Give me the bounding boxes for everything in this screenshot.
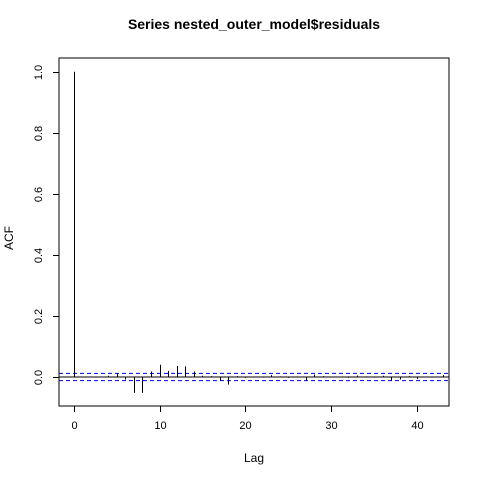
y-axis-label: ACF xyxy=(2,226,16,250)
chart-title: Series nested_outer_model$residuals xyxy=(128,16,380,32)
y-tick-label: 0.2 xyxy=(33,309,45,324)
acf-bars xyxy=(74,71,444,393)
x-tick-label: 40 xyxy=(411,420,423,432)
x-tick-label: 20 xyxy=(239,420,251,432)
plot-frame xyxy=(58,57,450,407)
x-tick-label: 0 xyxy=(71,420,77,432)
y-tick-label: 0.0 xyxy=(33,370,45,385)
confidence-band xyxy=(59,372,449,382)
x-tick-label: 30 xyxy=(325,420,337,432)
y-tick-label: 1.0 xyxy=(33,65,45,80)
y-tick-label: 0.6 xyxy=(33,187,45,202)
x-axis: 0 10 20 30 40 xyxy=(71,406,424,432)
y-axis: 0.0 0.2 0.4 0.6 0.8 1.0 xyxy=(33,65,59,385)
x-axis-label: Lag xyxy=(244,451,264,465)
x-tick-label: 10 xyxy=(154,420,166,432)
y-tick-label: 0.8 xyxy=(33,126,45,141)
y-tick-label: 0.4 xyxy=(33,248,45,263)
